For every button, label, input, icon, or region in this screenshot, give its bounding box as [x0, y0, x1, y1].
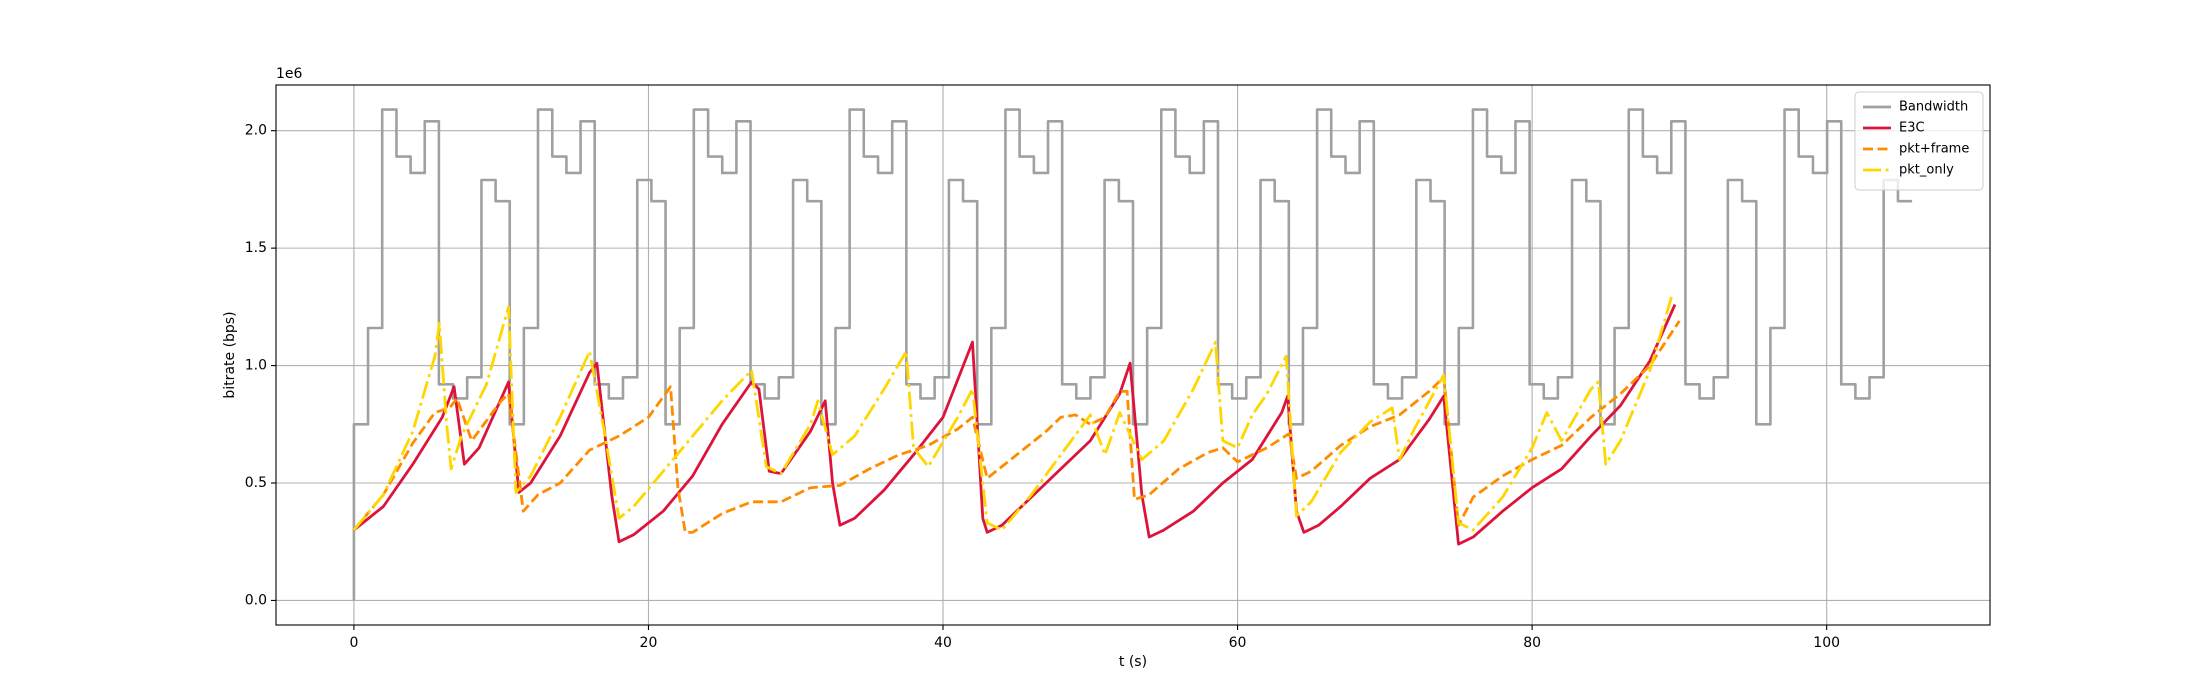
y-axis-label: bitrate (bps): [222, 311, 238, 398]
series-line: [352, 320, 1681, 534]
axes-frame: [275, 84, 1991, 626]
y-tick-label: 0.0: [245, 592, 267, 608]
y-tick-label: 0.5: [245, 475, 267, 491]
x-tick-label: 100: [1813, 635, 1840, 651]
legend-label: Bandwidth: [1899, 100, 1968, 115]
y-tick-label: 1.0: [245, 358, 267, 374]
y-tick-label: 1.5: [245, 240, 267, 256]
x-tick-label: 20: [640, 635, 658, 651]
legend-label: pkt+frame: [1899, 142, 1969, 157]
x-axis-label: t (s): [1119, 654, 1147, 670]
legend-label: pkt_only: [1899, 163, 1954, 178]
series-line: [352, 108, 1913, 601]
legend-box: [1854, 91, 1984, 191]
x-tick-label: 40: [934, 635, 952, 651]
x-tick-label: 80: [1523, 635, 1541, 651]
y-tick-label: 2.0: [245, 123, 267, 139]
legend-label: E3C: [1899, 121, 1925, 136]
x-tick-label: 0: [349, 635, 358, 651]
x-tick-label: 60: [1229, 635, 1247, 651]
series-line: [353, 303, 1677, 546]
series-line: [352, 294, 1674, 532]
y-offset-label: 1e6: [276, 66, 303, 82]
